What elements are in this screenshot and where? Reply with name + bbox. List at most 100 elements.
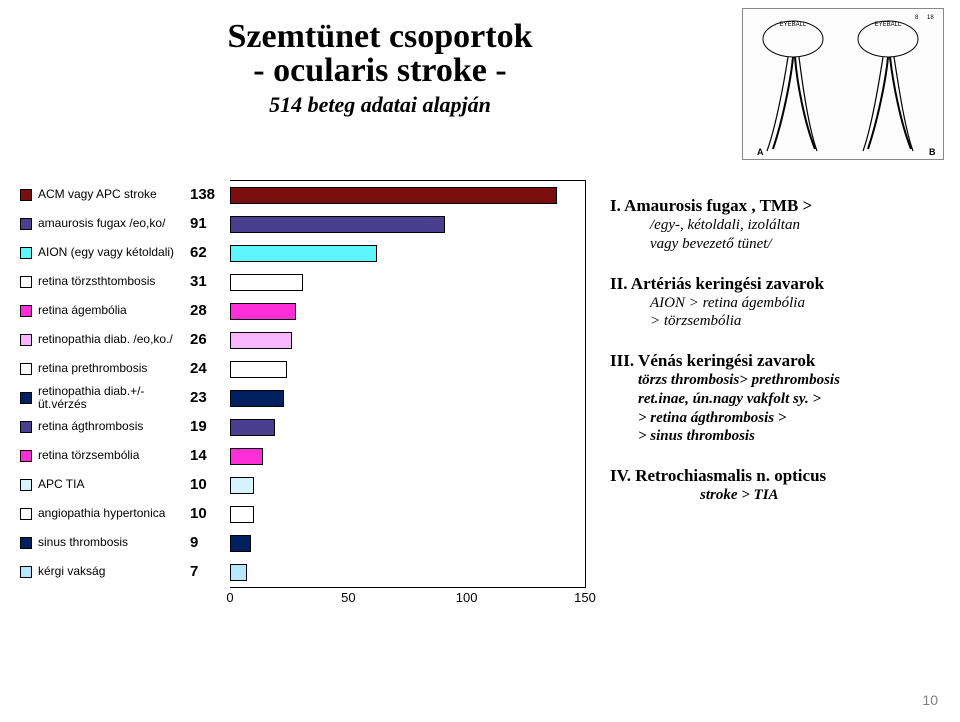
title-subtitle: 514 beteg adatai alapján	[40, 92, 720, 118]
legend-label: retinopathia diab.+/- üt.vérzés	[38, 385, 185, 410]
value-column: 138916231282624231914101097	[190, 180, 230, 586]
legend-label: retina törzsembólia	[38, 449, 139, 462]
legend-swatch	[20, 276, 32, 288]
group-4-head: IV. Retrochiasmalis n. opticus	[610, 466, 945, 486]
legend-item: retina ágthrombosis	[20, 412, 185, 441]
bar-row	[230, 529, 585, 558]
bar	[230, 506, 254, 523]
group-3-head: III. Vénás keringési zavarok	[610, 351, 945, 371]
x-tick: 0	[226, 590, 233, 605]
legend-item: retina prethrombosis	[20, 354, 185, 383]
bar-row	[230, 471, 585, 500]
legend-swatch	[20, 508, 32, 520]
legend-swatch	[20, 247, 32, 259]
legend-swatch	[20, 189, 32, 201]
bar	[230, 245, 377, 262]
bar-value: 14	[190, 441, 230, 470]
bar	[230, 303, 296, 320]
bar-value: 10	[190, 499, 230, 528]
svg-text:EYEBALL: EYEBALL	[780, 22, 807, 28]
bar-value: 10	[190, 470, 230, 499]
legend-item: retina törzsembólia	[20, 441, 185, 470]
bar-value: 23	[190, 383, 230, 412]
page-number: 10	[922, 692, 938, 708]
bar-chart: ACM vagy APC stroke amaurosis fugax /eo,k…	[20, 180, 590, 652]
bar	[230, 216, 445, 233]
legend-swatch	[20, 537, 32, 549]
bar	[230, 564, 247, 581]
legend-item: retinopathia diab.+/- üt.vérzés	[20, 383, 185, 412]
bar-value: 7	[190, 557, 230, 586]
bar-row	[230, 384, 585, 413]
legend-label: APC TIA	[38, 478, 84, 491]
legend-item: ACM vagy APC stroke	[20, 180, 185, 209]
bar-value: 28	[190, 296, 230, 325]
groups-text: I. Amaurosis fugax , TMB > /egy-, kétold…	[610, 188, 945, 505]
legend-item: angiopathia hypertonica	[20, 499, 185, 528]
bar-row	[230, 413, 585, 442]
legend-item: amaurosis fugax /eo,ko/	[20, 209, 185, 238]
svg-text:8: 8	[915, 15, 919, 21]
legend-swatch	[20, 305, 32, 317]
plot-area	[230, 180, 586, 588]
bar	[230, 361, 287, 378]
legend-swatch	[20, 421, 32, 433]
bar-row	[230, 297, 585, 326]
bar-value: 31	[190, 267, 230, 296]
eye-anatomy-diagram: EYEBALL A EYEBALL B 8 18	[742, 8, 944, 160]
bar-value: 26	[190, 325, 230, 354]
legend-item: kérgi vakság	[20, 557, 185, 586]
bar-row	[230, 181, 585, 210]
group-1-head: I. Amaurosis fugax , TMB >	[610, 196, 945, 216]
svg-text:EYEBALL: EYEBALL	[875, 22, 902, 28]
bar	[230, 477, 254, 494]
x-tick: 100	[456, 590, 478, 605]
bar-row	[230, 326, 585, 355]
legend-swatch	[20, 334, 32, 346]
title-line1: Szemtünet csoportok	[40, 18, 720, 56]
legend-item: APC TIA	[20, 470, 185, 499]
legend-label: amaurosis fugax /eo,ko/	[38, 217, 165, 230]
group-1-sub: /egy-, kétoldali, izoláltan vagy bevezet…	[650, 216, 945, 254]
legend-label: retina ágembólia	[38, 304, 127, 317]
group-4-sub: stroke > TIA	[700, 486, 945, 505]
bar-row	[230, 239, 585, 268]
group-2-head: II. Artériás keringési zavarok	[610, 274, 945, 294]
bar-row	[230, 442, 585, 471]
group-2-sub: AION > retina ágembólia > törzsembólia	[650, 294, 945, 332]
x-axis: 050100150	[230, 590, 585, 610]
legend-item: retinopathia diab. /eo,ko./	[20, 325, 185, 354]
legend-swatch	[20, 450, 32, 462]
x-tick: 50	[341, 590, 355, 605]
legend-swatch	[20, 479, 32, 491]
bar-row	[230, 210, 585, 239]
legend-label: kérgi vakság	[38, 565, 105, 578]
bar	[230, 187, 557, 204]
bar-row	[230, 558, 585, 587]
legend-item: AION (egy vagy kétoldali)	[20, 238, 185, 267]
legend-column: ACM vagy APC stroke amaurosis fugax /eo,k…	[20, 180, 185, 586]
title-line2: - ocularis stroke -	[40, 52, 720, 90]
legend-swatch	[20, 218, 32, 230]
slide: Szemtünet csoportok - ocularis stroke - …	[0, 0, 960, 722]
bar-row	[230, 500, 585, 529]
bar-value: 24	[190, 354, 230, 383]
svg-text:18: 18	[927, 15, 934, 21]
bar-value: 138	[190, 180, 230, 209]
legend-label: retina ágthrombosis	[38, 420, 143, 433]
bar	[230, 332, 292, 349]
legend-swatch	[20, 363, 32, 375]
bar	[230, 274, 303, 291]
legend-item: retina törzsthtombosis	[20, 267, 185, 296]
bar-value: 19	[190, 412, 230, 441]
legend-swatch	[20, 392, 32, 404]
bar	[230, 419, 275, 436]
bar-value: 91	[190, 209, 230, 238]
legend-label: ACM vagy APC stroke	[38, 188, 157, 201]
bar	[230, 390, 284, 407]
legend-label: retinopathia diab. /eo,ko./	[38, 333, 173, 346]
bar	[230, 448, 263, 465]
bar-row	[230, 355, 585, 384]
svg-text:A: A	[757, 147, 764, 157]
legend-label: sinus thrombosis	[38, 536, 128, 549]
